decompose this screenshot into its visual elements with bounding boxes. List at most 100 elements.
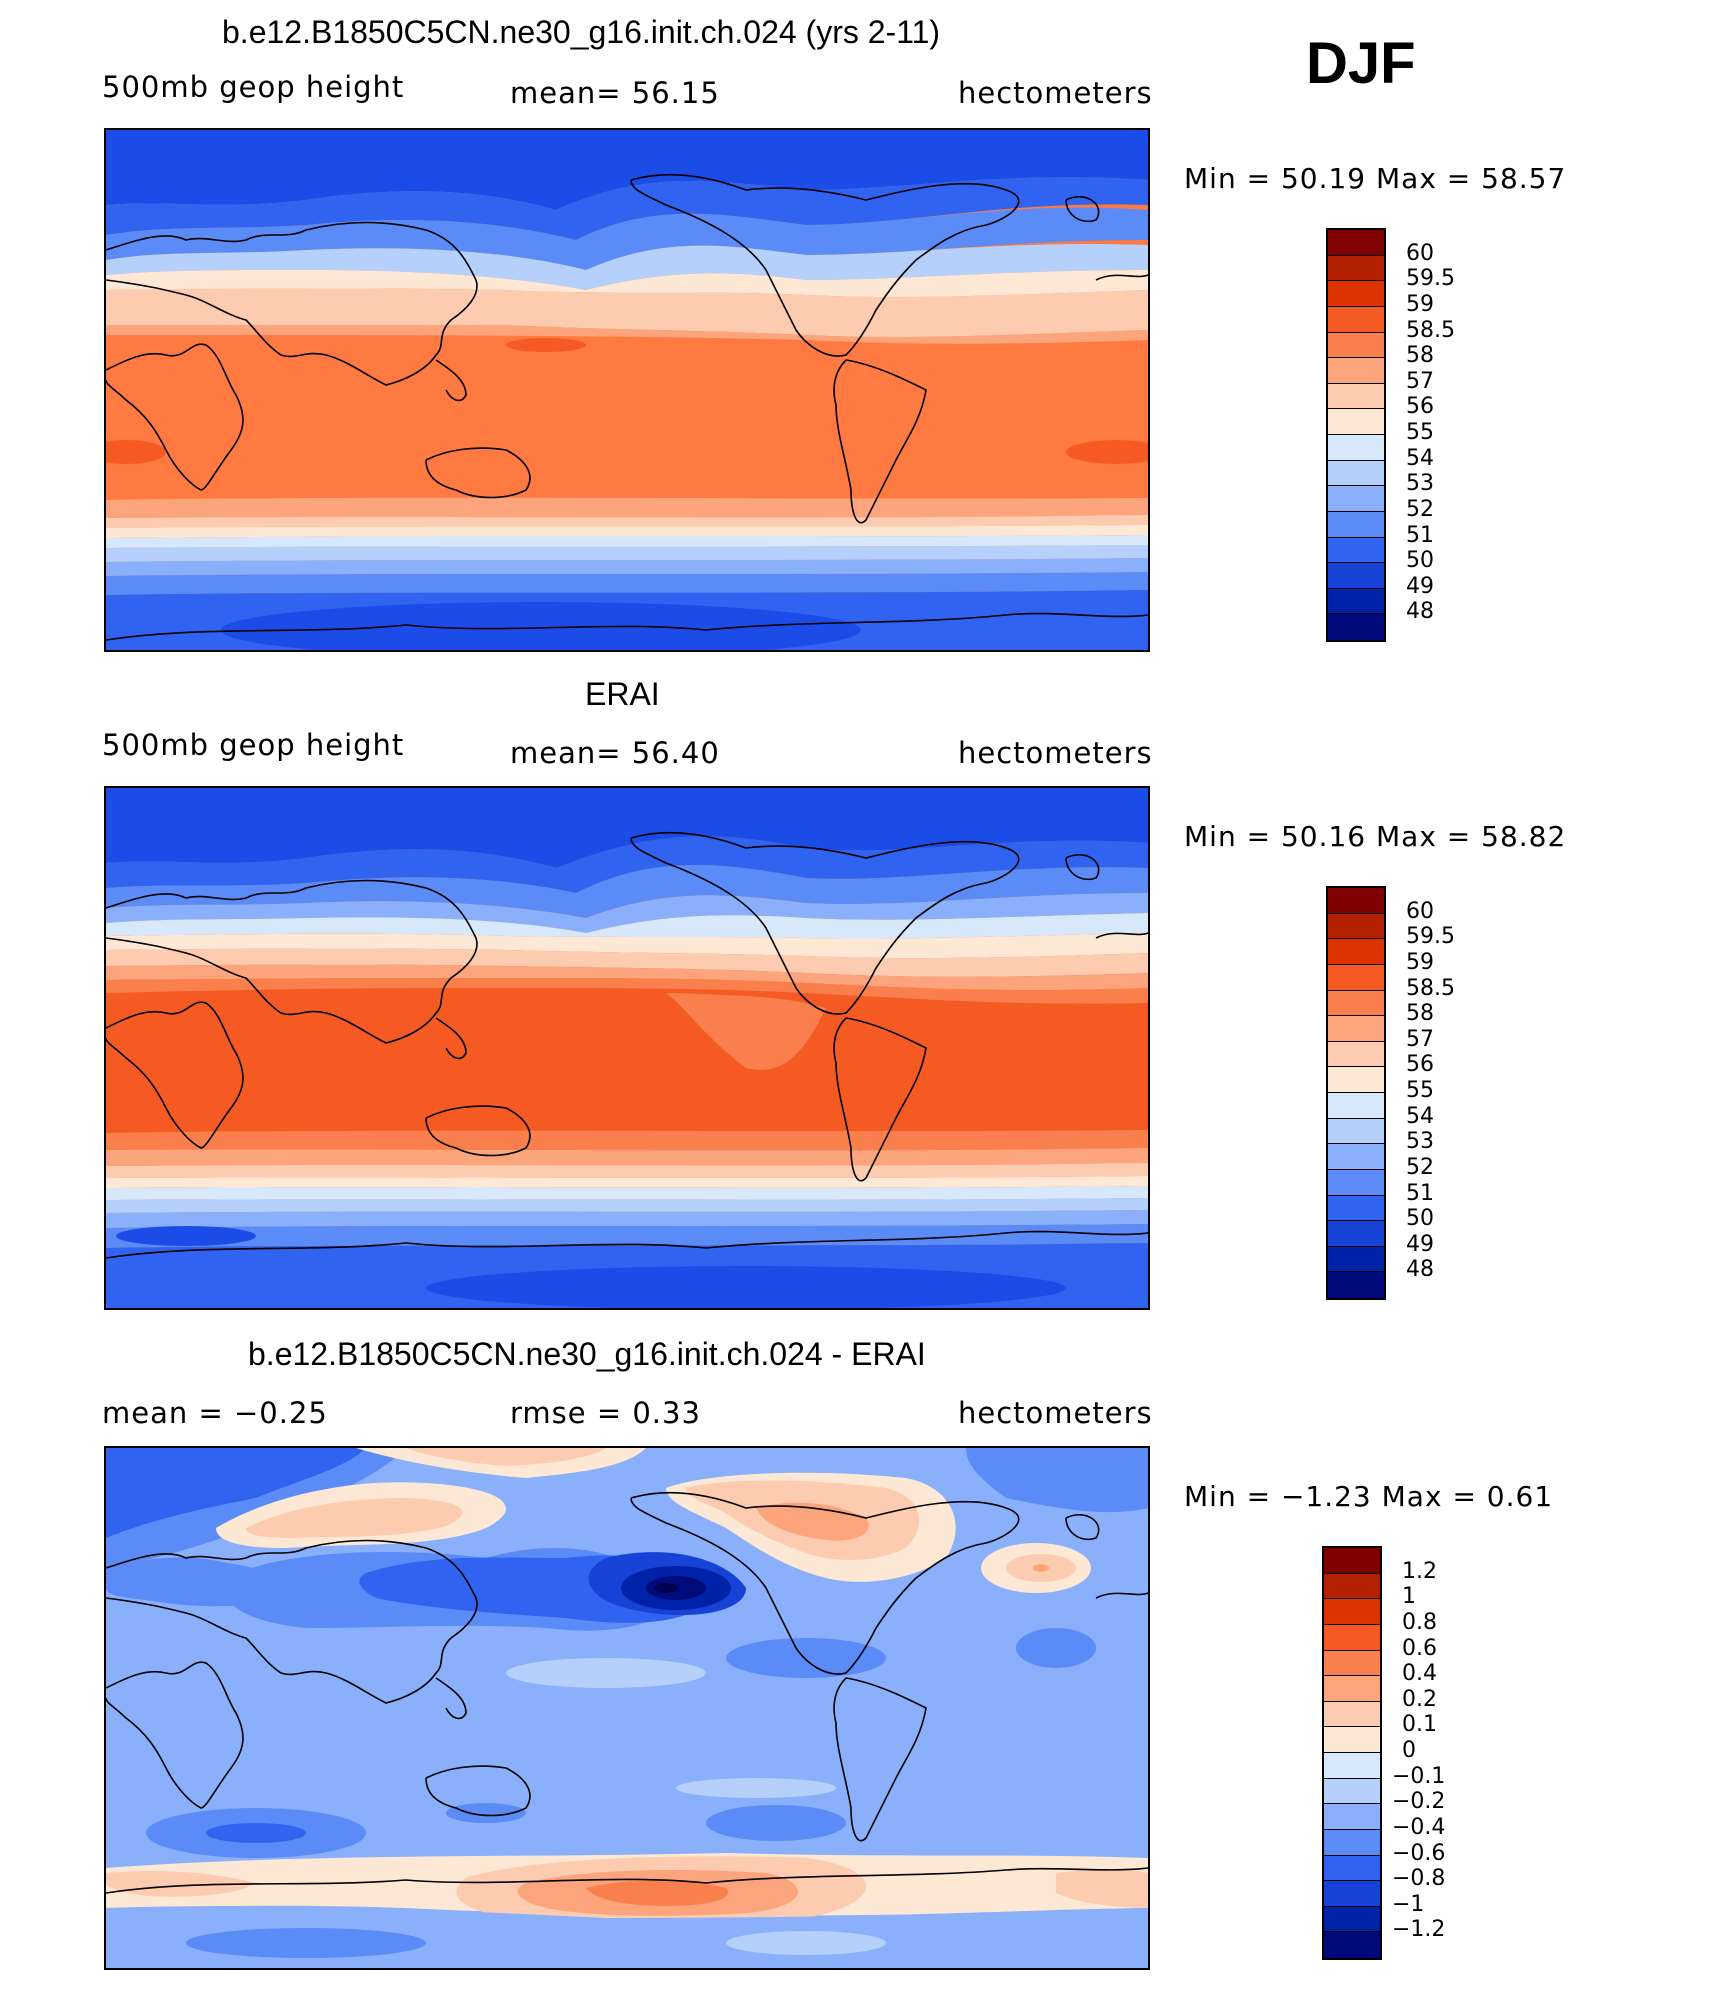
panel2-units-label: hectometers	[958, 736, 1153, 770]
colorbar-label: 0.6	[1402, 1635, 1437, 1661]
colorbar-label: 56	[1406, 394, 1434, 420]
panel1-minmax: Min = 50.19 Max = 58.57	[1184, 162, 1567, 195]
colorbar-label: 0.1	[1402, 1712, 1437, 1738]
colorbar-swatch	[1328, 409, 1384, 435]
colorbar-label: 59.5	[1406, 924, 1455, 950]
colorbar-label: 57	[1406, 368, 1434, 394]
colorbar-label: −0.6	[1392, 1840, 1446, 1866]
colorbar-swatch	[1328, 588, 1384, 615]
panel1-coastlines	[106, 174, 1148, 641]
colorbar-label: 49	[1406, 573, 1434, 599]
panel3-map	[104, 1446, 1150, 1970]
colorbar-swatch	[1328, 358, 1384, 384]
colorbar-label: 50	[1406, 1206, 1434, 1232]
colorbar-swatch	[1324, 1624, 1380, 1651]
panel2-contour-field	[106, 788, 1148, 1308]
colorbar-label: 54	[1406, 445, 1434, 471]
colorbar-label: 48	[1406, 1257, 1434, 1283]
panel3-coastlines	[106, 1492, 1148, 1894]
colorbar-swatch	[1324, 1701, 1380, 1728]
colorbar-swatch	[1328, 511, 1384, 538]
colorbar-swatch	[1328, 1221, 1384, 1247]
colorbar-label: 0.8	[1402, 1609, 1437, 1635]
panel2-mean-label: mean= 56.40	[510, 736, 720, 770]
colorbar-label: 51	[1406, 1180, 1434, 1206]
colorbar-swatch	[1324, 1881, 1380, 1907]
panel3-title: b.e12.B1850C5CN.ne30_g16.init.ch.024 - E…	[248, 1336, 926, 1372]
panel1-map	[104, 128, 1150, 652]
panel2-coastlines	[106, 832, 1148, 1259]
colorbar-label: 58	[1406, 1001, 1434, 1027]
colorbar-swatch	[1324, 1906, 1380, 1933]
panel3-minmax: Min = −1.23 Max = 0.61	[1184, 1480, 1554, 1513]
colorbar-swatch	[1328, 614, 1384, 640]
colorbar-swatch	[1328, 1118, 1384, 1145]
colorbar-label: 51	[1406, 522, 1434, 548]
colorbar-label: 53	[1406, 1129, 1434, 1155]
colorbar-swatch	[1328, 537, 1384, 564]
colorbar-label: 55	[1406, 420, 1434, 445]
colorbar-label: 58	[1406, 343, 1434, 369]
colorbar-label: −0.2	[1392, 1789, 1446, 1815]
colorbar-label: 54	[1406, 1103, 1434, 1129]
colorbar-swatch	[1328, 1246, 1384, 1273]
colorbar-swatch	[1324, 1932, 1380, 1958]
colorbar-swatch	[1328, 460, 1384, 487]
colorbar-label: 52	[1406, 496, 1434, 522]
colorbar-swatch	[1328, 281, 1384, 307]
colorbar-swatch	[1328, 486, 1384, 512]
panel1-colorbar	[1326, 228, 1386, 642]
colorbar-swatch	[1324, 1676, 1380, 1702]
colorbar-label: −0.4	[1392, 1814, 1446, 1840]
colorbar-label: −0.1	[1392, 1763, 1446, 1789]
colorbar-label: −1	[1392, 1891, 1425, 1917]
colorbar-swatch	[1324, 1804, 1380, 1830]
panel1-variable-label: 500mb geop height	[102, 70, 405, 104]
colorbar-swatch	[1324, 1548, 1380, 1574]
colorbar-label: 52	[1406, 1154, 1434, 1180]
colorbar-swatch	[1328, 383, 1384, 410]
colorbar-label: 59	[1406, 949, 1434, 975]
colorbar-label: 58.5	[1406, 975, 1455, 1001]
colorbar-swatch	[1328, 1272, 1384, 1298]
colorbar-label: 60	[1406, 240, 1434, 266]
colorbar-swatch	[1328, 939, 1384, 965]
panel2-colorbar	[1326, 886, 1386, 1300]
colorbar-swatch	[1324, 1855, 1380, 1882]
panel3-rmse-label: rmse = 0.33	[510, 1396, 701, 1430]
colorbar-swatch	[1328, 563, 1384, 589]
colorbar-swatch	[1328, 435, 1384, 461]
colorbar-swatch	[1324, 1573, 1380, 1600]
colorbar-label: 57	[1406, 1026, 1434, 1052]
colorbar-label: 0	[1402, 1738, 1416, 1763]
panel3-contour-field	[106, 1448, 1148, 1968]
colorbar-swatch	[1324, 1650, 1380, 1677]
panel1-title: b.e12.B1850C5CN.ne30_g16.init.ch.024 (yr…	[222, 14, 941, 50]
panel3-units-label: hectometers	[958, 1396, 1153, 1430]
colorbar-swatch	[1328, 1144, 1384, 1170]
panel2-minmax: Min = 50.16 Max = 58.82	[1184, 820, 1567, 853]
panel1-mean-label: mean= 56.15	[510, 76, 720, 110]
colorbar-label: 60	[1406, 898, 1434, 924]
colorbar-label: 56	[1406, 1052, 1434, 1078]
colorbar-label: 50	[1406, 548, 1434, 574]
colorbar-swatch	[1324, 1829, 1380, 1856]
colorbar-swatch	[1328, 913, 1384, 940]
colorbar-label: 55	[1406, 1078, 1434, 1103]
colorbar-swatch	[1328, 1016, 1384, 1042]
colorbar-swatch	[1328, 964, 1384, 991]
colorbar-label: 0.4	[1402, 1661, 1437, 1687]
colorbar-label: 59.5	[1406, 266, 1455, 292]
colorbar-swatch	[1324, 1727, 1380, 1753]
colorbar-swatch	[1324, 1753, 1380, 1779]
colorbar-swatch	[1328, 230, 1384, 256]
colorbar-label: 49	[1406, 1231, 1434, 1257]
colorbar-label: 1	[1402, 1584, 1416, 1610]
colorbar-swatch	[1328, 990, 1384, 1017]
colorbar-swatch	[1328, 332, 1384, 359]
panel2-title: ERAI	[585, 676, 660, 712]
colorbar-label: 58.5	[1406, 317, 1455, 343]
colorbar-label: 0.2	[1402, 1686, 1437, 1712]
colorbar-swatch	[1328, 888, 1384, 914]
panel1-contour-field	[106, 130, 1148, 650]
